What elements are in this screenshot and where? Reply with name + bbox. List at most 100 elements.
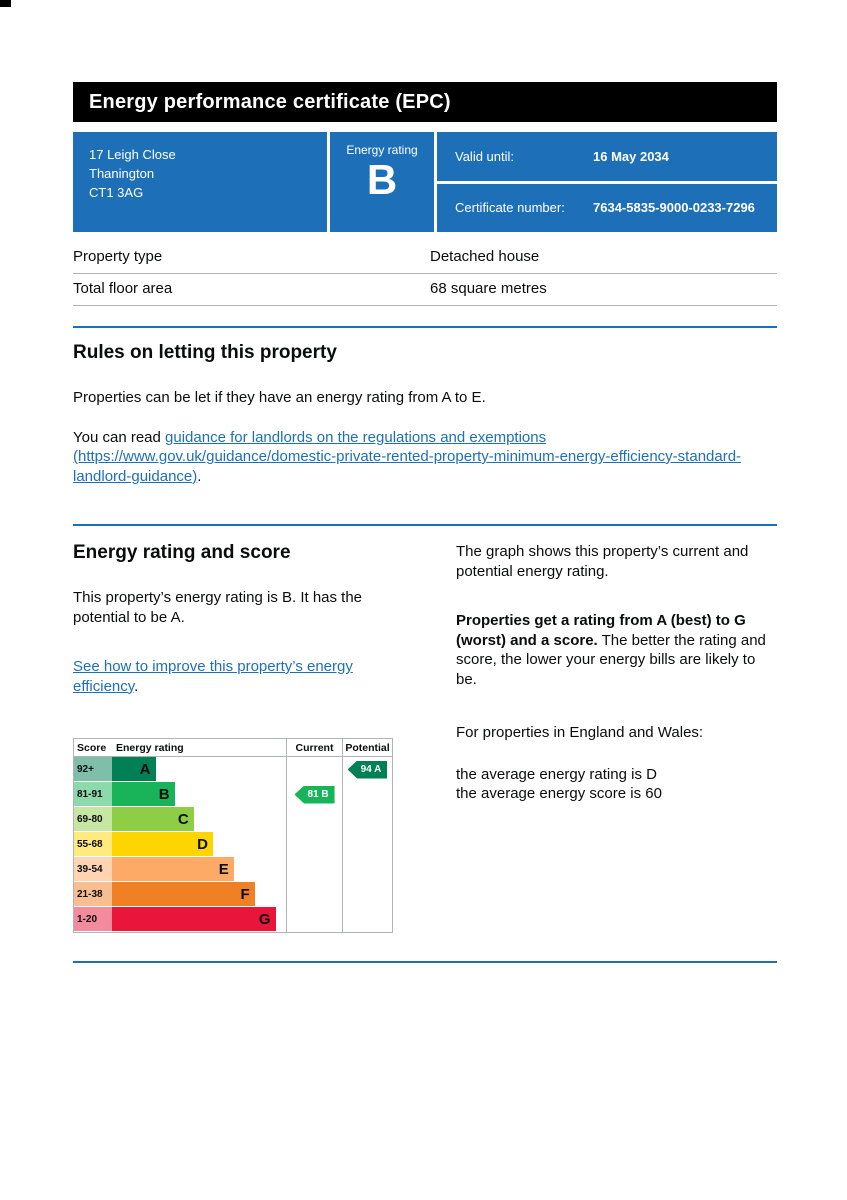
epc-band-bar: F [112,882,255,906]
corner-mark [0,0,11,7]
epc-band-row-f: 21-38 F [74,882,392,907]
rating-scale-bold: Properties get a rating from A (best) to… [456,612,746,649]
epc-band-bar-zone: A [112,757,286,782]
property-address: 17 Leigh Close Thanington CT1 3AG [73,132,327,232]
epc-band-row-c: 69-80 C [74,807,392,832]
chart-rating-header: Energy rating [116,741,184,754]
valid-until-row: Valid until: 16 May 2034 [437,132,777,181]
epc-potential-cell [342,882,392,907]
average-rating-line: the average energy rating is D [456,765,657,783]
property-row-label: Property type [73,248,163,265]
epc-band-score: 1-20 [74,907,112,931]
epc-band-bar-zone: G [112,907,286,932]
epc-band-bar: B [112,782,175,806]
certificate-summary: 17 Leigh Close Thanington CT1 3AG Energy r… [73,132,777,232]
epc-band-row-g: 1-20 G [74,907,392,932]
document-title-banner: Energy performance certificate (EPC) [73,82,777,122]
epc-band-bar: C [112,807,194,831]
energy-rating-chart: Score Energy rating Current Potential 92… [73,738,393,933]
epc-current-cell [286,882,342,907]
current-rating-marker: 81 B [294,785,335,804]
epc-band-score: 55-68 [74,832,112,856]
improve-paragraph: See how to improve this property’s energ… [73,657,394,696]
epc-band-bar-zone: F [112,882,286,907]
chart-score-header: Score [77,741,107,754]
energy-rating-label: Energy rating [346,143,418,157]
energy-rating-box: Energy rating B [330,132,434,232]
epc-band-bar: A [112,757,156,781]
rules-paragraph: Properties can be let if they have an en… [73,389,486,406]
property-row-label: Total floor area [73,280,173,297]
averages-paragraph: the average energy rating is D the averag… [456,765,777,804]
chart-header-row: Score Energy rating Current Potential [74,739,392,757]
average-score-line: the average energy score is 60 [456,785,662,802]
certificate-number-value: 7634-5835-9000-0233-7296 [593,200,755,216]
epc-potential-cell [342,857,392,882]
rules-section-heading: Rules on letting this property [73,342,337,363]
epc-band-score: 92+ [74,757,112,781]
epc-band-row-b: 81-91 B 81 B [74,782,392,807]
page-title: Energy performance certificate (EPC) [89,90,451,113]
property-table-row: Property type Detached house [73,242,777,274]
potential-rating-marker: 94 A [347,760,388,779]
valid-until-value: 16 May 2034 [593,148,669,164]
rating-scale-rest: The better the rating and score, the low… [456,631,766,688]
epc-current-cell [286,807,342,832]
rating-column: Energy rating and score This property’s … [73,542,394,933]
address-line: Thanington [89,165,155,181]
improve-efficiency-link[interactable]: See how to improve this property’s energ… [73,658,353,695]
epc-document: Energy performance certificate (EPC) 17 … [73,0,777,963]
epc-band-row-e: 39-54 E [74,857,392,882]
section-divider [73,524,777,526]
explanation-column: The graph shows this property’s current … [456,542,777,933]
epc-band-row-a: 92+ A 94 A [74,757,392,782]
certificate-meta: Valid until: 16 May 2034 Certificate num… [437,132,777,232]
rating-scale-paragraph: Properties get a rating from A (best) to… [456,611,777,689]
guidance-prefix: You can read [73,428,166,446]
epc-band-bar: D [112,832,213,856]
epc-band-bar-zone: D [112,832,286,857]
england-wales-paragraph: For properties in England and Wales: [456,724,704,741]
epc-band-score: 69-80 [74,807,112,831]
certificate-number-row: Certificate number: 7634-5835-9000-0233-… [437,183,777,232]
epc-potential-cell [342,782,392,807]
energy-rating-section: Energy rating and score This property’s … [73,542,777,933]
epc-band-score: 81-91 [74,782,112,806]
chart-potential-header: Potential [342,739,392,756]
section-divider [73,961,777,963]
property-row-value: Detached house [430,248,540,265]
chart-band-rows: 92+ A 94 A 81-91 B 81 B 69-80 C 55-68 D 39-54 E 21-3… [74,757,392,932]
graph-explanation-paragraph: The graph shows this property’s current … [456,543,749,580]
property-table-row: Total floor area 68 square metres [73,274,777,306]
epc-potential-cell: 94 A [342,757,392,782]
address-line: CT1 3AG [89,184,144,200]
epc-band-score: 39-54 [74,857,112,881]
improve-suffix: . [134,677,139,695]
property-details-table: Property type Detached house Total floor a… [73,242,777,306]
epc-band-bar-zone: C [112,807,286,832]
epc-potential-cell [342,907,392,932]
epc-current-cell [286,832,342,857]
landlord-guidance-link[interactable]: guidance for landlords on the regulation… [73,428,742,485]
guidance-suffix: . [197,467,202,485]
rating-paragraph: This property’s energy rating is B. It h… [73,589,363,626]
epc-current-cell [286,757,342,782]
property-row-value: 68 square metres [430,280,547,297]
address-line: 17 Leigh Close [89,147,176,162]
epc-band-bar: G [112,907,276,931]
rating-section-heading: Energy rating and score [73,542,291,563]
certificate-number-label: Certificate number: [455,200,565,216]
epc-band-bar-zone: B [112,782,286,807]
guidance-paragraph: You can read guidance for landlords on t… [73,428,773,487]
chart-current-header: Current [286,739,342,756]
epc-band-bar-zone: E [112,857,286,882]
section-divider [73,326,777,328]
epc-current-cell [286,907,342,932]
epc-current-cell [286,857,342,882]
epc-band-score: 21-38 [74,882,112,906]
valid-until-label: Valid until: [455,148,515,164]
epc-band-bar: E [112,857,234,881]
epc-potential-cell [342,807,392,832]
energy-rating-value: B [366,156,398,203]
epc-current-cell: 81 B [286,782,342,807]
